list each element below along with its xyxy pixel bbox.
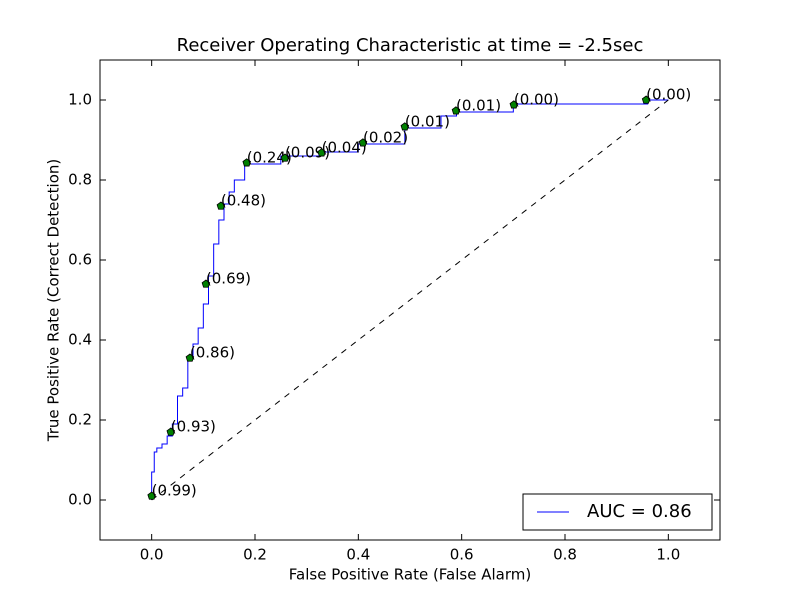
- y-tick-label: 1.0: [68, 91, 92, 109]
- axes-frame: [99, 59, 721, 541]
- x-tick-label: 0.6: [450, 546, 474, 564]
- threshold-annotation: (0.04): [322, 138, 367, 156]
- x-tick-label: 0.0: [140, 546, 164, 564]
- point-marker: [317, 148, 326, 157]
- point-marker: [185, 353, 195, 362]
- threshold-annotation: (0.24): [247, 148, 292, 166]
- point-marker: [358, 138, 368, 147]
- threshold-annotation: (0.86): [190, 344, 235, 362]
- threshold-annotation: (0.48): [221, 192, 266, 210]
- point-marker: [242, 158, 252, 167]
- point-marker: [147, 491, 156, 500]
- point-marker: [400, 122, 410, 131]
- threshold-annotation: (0.93): [171, 418, 216, 436]
- threshold-annotation: (0.01): [456, 96, 501, 114]
- point-marker: [216, 201, 226, 210]
- y-tick-label: 0.0: [68, 491, 92, 509]
- point-marker: [451, 106, 461, 115]
- y-tick-label: 0.4: [68, 331, 92, 349]
- x-axis-label: False Positive Rate (False Alarm): [289, 566, 531, 584]
- threshold-annotation: (0.01): [405, 112, 450, 130]
- y-tick-label: 0.8: [68, 171, 92, 189]
- point-marker: [201, 279, 211, 288]
- x-tick-label: 0.2: [243, 546, 267, 564]
- threshold-annotation: (0.69): [206, 270, 251, 288]
- threshold-annotation: (0.00): [646, 86, 691, 104]
- threshold-annotation: (0.99): [152, 482, 197, 500]
- threshold-annotation: (0.09): [285, 144, 330, 162]
- y-tick-label: 0.2: [68, 411, 92, 429]
- threshold-annotation: (0.00): [514, 90, 559, 108]
- y-axis-label: True Positive Rate (Correct Detection): [45, 159, 63, 442]
- y-tick-label: 0.6: [68, 251, 92, 269]
- x-tick-label: 1.0: [656, 546, 680, 564]
- x-tick-label: 0.8: [553, 546, 577, 564]
- threshold-annotation: (0.02): [363, 128, 408, 146]
- chance-line: [151, 99, 669, 501]
- point-marker: [166, 427, 176, 436]
- point-marker: [280, 153, 290, 162]
- x-tick-label: 0.4: [346, 546, 370, 564]
- legend-label: AUC = 0.86: [587, 501, 692, 522]
- chart-title: Receiver Operating Characteristic at tim…: [177, 35, 644, 56]
- point-marker: [509, 100, 519, 109]
- point-marker: [641, 95, 651, 104]
